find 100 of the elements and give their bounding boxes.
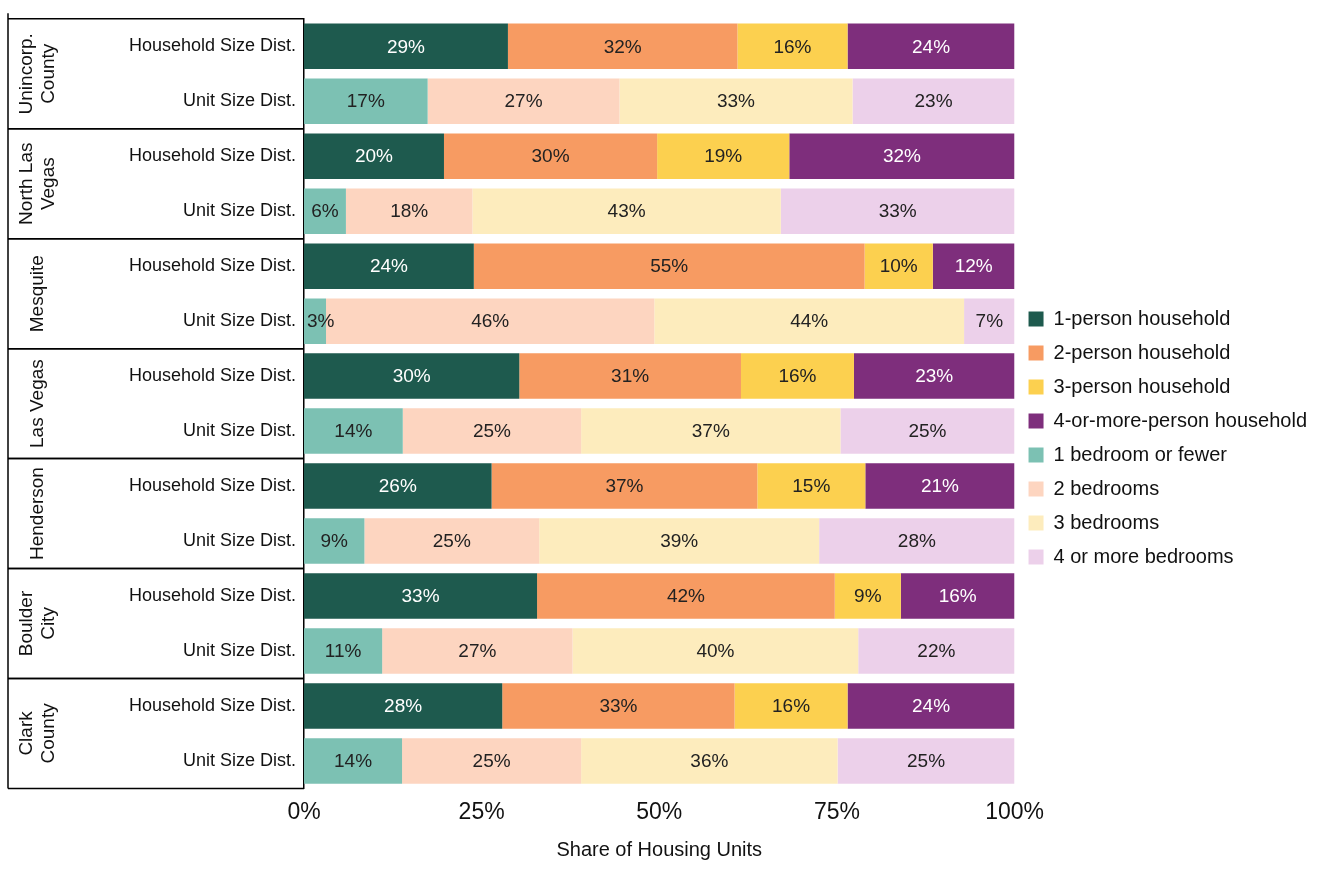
y-tick-label: Unit Size Dist. <box>182 90 296 111</box>
bar <box>581 408 841 454</box>
bar <box>519 353 741 399</box>
data-label: 37% <box>605 475 644 497</box>
bar <box>443 133 658 179</box>
data-label: 25% <box>907 750 946 772</box>
text: Unincorp. County <box>15 33 59 115</box>
data-label: 30% <box>531 145 570 167</box>
data-label: 16% <box>938 585 977 607</box>
x-tick-label: 50% <box>636 797 683 824</box>
data-label: 39% <box>660 530 699 552</box>
data-label: 24% <box>912 695 951 717</box>
data-label: 31% <box>611 365 650 387</box>
bar <box>304 78 428 125</box>
bar <box>900 573 1015 619</box>
data-label: 32% <box>882 145 922 167</box>
y-tick-label: Household Size Dist. <box>128 475 296 496</box>
y-tick-label: Household Size Dist. <box>128 145 296 166</box>
x-tick-label: 25% <box>458 797 505 824</box>
data-label: 44% <box>790 310 829 332</box>
y-tick-label: Household Size Dist. <box>128 35 296 56</box>
bar <box>345 188 473 234</box>
legend-label: 3-person household <box>1053 374 1231 397</box>
data-label: 24% <box>369 255 409 277</box>
legend-label: 4-or-more-person household <box>1053 408 1307 431</box>
bar <box>847 683 1015 729</box>
text: Henderson <box>26 467 48 561</box>
bar <box>864 243 933 289</box>
bar <box>304 23 508 70</box>
bar <box>737 23 848 70</box>
data-label: 37% <box>691 420 730 442</box>
text: Mesquite <box>26 255 48 333</box>
bar <box>402 738 582 784</box>
data-label: 29% <box>386 35 426 57</box>
bar <box>304 463 492 509</box>
data-label: 33% <box>716 90 756 112</box>
data-label: 27% <box>458 640 497 662</box>
bar <box>740 353 854 399</box>
y-tick-label: Household Size Dist. <box>128 694 296 715</box>
y-tick-label: Household Size Dist. <box>128 255 296 276</box>
bar <box>964 298 1015 344</box>
text: Boulder City <box>15 590 59 657</box>
data-label: 32% <box>603 35 642 57</box>
bar <box>304 243 474 289</box>
data-label: 30% <box>392 365 431 387</box>
legend-label: 2-person household <box>1053 340 1231 363</box>
x-tick-label: 75% <box>813 797 860 824</box>
data-label: 12% <box>954 255 993 277</box>
x-tick-label: 0% <box>287 797 321 824</box>
data-label: 25% <box>472 420 512 442</box>
data-label: 9% <box>854 585 882 607</box>
bar <box>837 738 1015 784</box>
bar <box>304 628 383 674</box>
data-label: 7% <box>975 310 1004 332</box>
data-label: 28% <box>384 695 423 717</box>
legend-label: 4 or more bedrooms <box>1053 544 1234 567</box>
data-label: 25% <box>908 420 947 442</box>
y-tick-label: Unit Size Dist. <box>182 310 296 331</box>
bar <box>502 683 735 729</box>
bar <box>427 78 620 125</box>
data-label: 22% <box>917 640 956 662</box>
bar <box>304 683 503 729</box>
data-label: 16% <box>778 365 817 387</box>
legend-label: 1-person household <box>1053 306 1231 329</box>
data-label: 26% <box>378 475 417 497</box>
bar <box>865 463 1015 509</box>
bar <box>619 78 853 125</box>
y-tick-label: Unit Size Dist. <box>182 639 296 660</box>
data-label: 33% <box>401 585 440 607</box>
x-tick-label: 100% <box>985 797 1044 824</box>
bar <box>819 518 1015 564</box>
bar <box>581 738 838 784</box>
bar <box>304 738 403 784</box>
data-label: 27% <box>504 90 543 112</box>
data-label: 25% <box>472 750 511 772</box>
data-label: 14% <box>334 420 373 442</box>
bar <box>853 353 1015 399</box>
data-label: 18% <box>390 200 429 222</box>
data-label: 23% <box>914 90 953 112</box>
data-label: 55% <box>650 255 689 277</box>
data-label: 33% <box>599 695 638 717</box>
bar <box>507 23 738 70</box>
data-label: 43% <box>607 200 646 222</box>
data-label: 36% <box>690 750 729 772</box>
bar <box>537 573 835 619</box>
bar <box>852 78 1015 125</box>
y-tick-label: Unit Size Dist. <box>182 530 296 550</box>
data-label: 21% <box>920 475 960 497</box>
data-label: 17% <box>346 90 385 112</box>
bar <box>834 573 901 619</box>
legend-label: 3 bedrooms <box>1053 510 1160 533</box>
data-label: 23% <box>915 365 954 387</box>
bar <box>364 518 540 564</box>
bar <box>473 243 865 289</box>
text: North Las Vegas <box>15 142 59 225</box>
bar <box>382 628 573 674</box>
data-label: 42% <box>666 585 706 607</box>
bar <box>402 408 582 454</box>
bar <box>572 628 859 674</box>
legend-label: 2 bedrooms <box>1053 476 1160 499</box>
